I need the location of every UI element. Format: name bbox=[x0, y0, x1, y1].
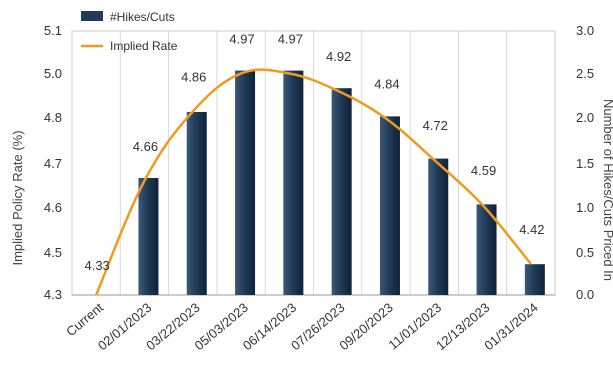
rate-label-03/22/2023: 4.86 bbox=[181, 70, 206, 85]
bar-05/03/2023 bbox=[235, 70, 256, 295]
right-tick-label: 2.0 bbox=[576, 110, 594, 125]
bar-09/20/2023 bbox=[379, 116, 400, 295]
rate-label-01/31/2024: 4.42 bbox=[519, 222, 544, 237]
bar-01/31/2024 bbox=[524, 264, 545, 295]
rate-label-02/01/2023: 4.66 bbox=[133, 139, 158, 154]
axes: 4.3 4.5 4.6 4.7 4.8 5.0 5.1 0.0 0.5 1.0 1.5 2.0 2.5 3… bbox=[10, 23, 613, 353]
bar-12/13/2023 bbox=[476, 204, 497, 295]
left-tick-label: 4.8 bbox=[44, 110, 62, 125]
rate-label-12/13/2023: 4.59 bbox=[471, 163, 496, 178]
x-tick-label: 01/31/2024 bbox=[481, 300, 540, 353]
rate-label-09/20/2023: 4.84 bbox=[374, 76, 399, 91]
legend-label-hikes-cuts: #Hikes/Cuts bbox=[110, 10, 175, 24]
right-tick-label: 1.5 bbox=[576, 156, 594, 171]
rate-label-06/14/2023: 4.97 bbox=[278, 31, 303, 46]
bar-02/01/2023 bbox=[138, 177, 159, 295]
rate-label-05/03/2023: 4.97 bbox=[229, 31, 254, 46]
x-tick-label: Current bbox=[63, 300, 106, 340]
right-tick-label: 1.0 bbox=[576, 200, 594, 215]
rate-label-Current: 4.33 bbox=[84, 258, 109, 273]
right-tick-label: 3.0 bbox=[576, 23, 594, 38]
legend: #Hikes/Cuts Implied Rate bbox=[81, 10, 178, 53]
left-tick-label: 5.1 bbox=[44, 23, 62, 38]
right-tick-label: 0.0 bbox=[576, 287, 594, 302]
left-axis-title: Implied Policy Rate (%) bbox=[10, 130, 25, 265]
left-tick-label: 4.3 bbox=[44, 287, 62, 302]
left-tick-label: 4.6 bbox=[44, 200, 62, 215]
left-tick-label: 5.0 bbox=[44, 66, 62, 81]
right-tick-label: 0.5 bbox=[576, 245, 594, 260]
legend-bar-swatch bbox=[81, 11, 103, 21]
bar-06/14/2023 bbox=[283, 70, 304, 295]
right-axis-title: Number of Hikes/Cuts Priced In bbox=[601, 99, 613, 281]
data-labels: 4.33 4.66 4.86 4.97 4.97 4.92 4.84 4.72 4.59 4.42 bbox=[84, 31, 544, 273]
bar-07/26/2023 bbox=[331, 88, 352, 295]
implied-rate-line bbox=[94, 68, 532, 296]
rate-label-07/26/2023: 4.92 bbox=[326, 49, 351, 64]
left-tick-label: 4.5 bbox=[44, 245, 62, 260]
bar-03/22/2023 bbox=[186, 111, 207, 296]
rate-label-11/01/2023: 4.72 bbox=[423, 118, 448, 133]
implied-rate-path bbox=[94, 68, 532, 296]
left-tick-label: 4.7 bbox=[44, 156, 62, 171]
bars bbox=[138, 70, 545, 296]
legend-label-implied-rate: Implied Rate bbox=[110, 39, 178, 53]
right-tick-label: 2.5 bbox=[576, 66, 594, 81]
bar-11/01/2023 bbox=[428, 158, 449, 295]
x-tick-label: 09/20/2023 bbox=[336, 300, 395, 353]
